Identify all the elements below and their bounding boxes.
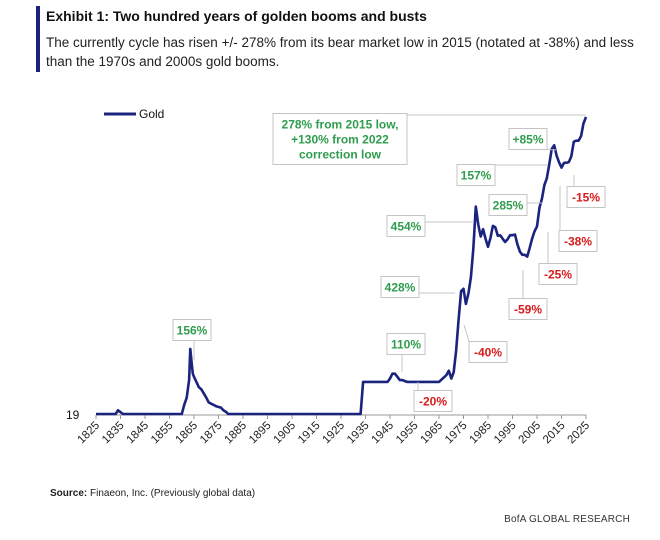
x-tick-label: 1945 — [370, 420, 397, 447]
gain-annotation-label: +130% from 2022 — [291, 133, 389, 147]
x-tick-label: 1995 — [492, 420, 519, 447]
x-tick-label: 1855 — [149, 420, 176, 447]
x-tick-label: 1925 — [321, 420, 348, 447]
gain-annotation-label: 278% from 2015 low, — [282, 118, 399, 132]
loss-annotation-label: -59% — [514, 303, 542, 317]
chart-subtitle: The currently cycle has risen +/- 278% f… — [46, 35, 634, 69]
chart-title: Exhibit 1: Two hundred years of golden b… — [46, 8, 427, 24]
source-label: Source: — [50, 488, 88, 499]
x-tick-label: 2025 — [566, 420, 593, 447]
source-text: Finaeon, Inc. (Previously global data) — [90, 488, 256, 499]
gain-annotation-label: +85% — [512, 133, 543, 147]
annotation-box — [272, 113, 408, 165]
x-tick-label: 1895 — [247, 420, 274, 447]
x-tick-label: 1935 — [345, 420, 372, 447]
annotation-box — [558, 230, 598, 252]
title-accent-bar — [36, 6, 40, 72]
annotation-box — [566, 186, 606, 208]
annotation-box — [538, 263, 578, 285]
y-tick-label: 19 — [66, 408, 80, 422]
gain-annotation-label: 157% — [461, 169, 492, 183]
legend-label: Gold — [139, 107, 164, 121]
x-tick-label: 1965 — [419, 420, 446, 447]
x-tick-label: 1835 — [100, 420, 127, 447]
x-tick-label: 1915 — [296, 420, 323, 447]
annotation-leader-line — [546, 149, 557, 151]
annotation-box — [386, 333, 426, 355]
x-tick-label: 1955 — [394, 420, 421, 447]
annotation-box — [488, 194, 528, 216]
gold-series-line — [96, 116, 588, 416]
x-tick-label: 1865 — [174, 420, 201, 447]
annotation-box — [413, 390, 453, 412]
loss-annotation-label: -40% — [474, 346, 502, 360]
gain-annotation-label: 156% — [177, 324, 208, 338]
gain-annotation-label: correction low — [299, 148, 382, 162]
annotation-box — [380, 276, 420, 298]
gain-annotation-label: 454% — [391, 220, 422, 234]
annotation-box — [456, 164, 496, 186]
annotation-box — [172, 319, 212, 341]
x-tick-label: 1985 — [468, 420, 495, 447]
x-tick-label: 1975 — [443, 420, 470, 447]
gain-annotation-label: 428% — [385, 281, 416, 295]
annotation-box — [508, 298, 548, 320]
annotation-box — [386, 215, 426, 237]
brand-label: BofA GLOBAL RESEARCH — [504, 514, 630, 525]
x-tick-label: 1825 — [76, 420, 103, 447]
annotation-leader-line — [463, 324, 470, 342]
loss-annotation-label: -38% — [564, 235, 592, 249]
x-tick-label: 1905 — [272, 420, 299, 447]
x-tick-label: 1845 — [125, 420, 152, 447]
annotation-box — [468, 341, 508, 363]
loss-annotation-label: -15% — [572, 191, 600, 205]
loss-annotation-label: -20% — [419, 395, 447, 409]
x-tick-label: 2015 — [541, 420, 568, 447]
x-tick-label: 1875 — [198, 420, 225, 447]
loss-annotation-label: -25% — [544, 268, 572, 282]
x-tick-label: 1885 — [223, 420, 250, 447]
gain-annotation-label: 110% — [391, 338, 421, 352]
annotation-box — [508, 128, 548, 150]
gain-annotation-label: 285% — [493, 199, 524, 213]
source-note: Source: Finaeon, Inc. (Previously global… — [50, 488, 255, 499]
x-tick-label: 2005 — [517, 420, 544, 447]
